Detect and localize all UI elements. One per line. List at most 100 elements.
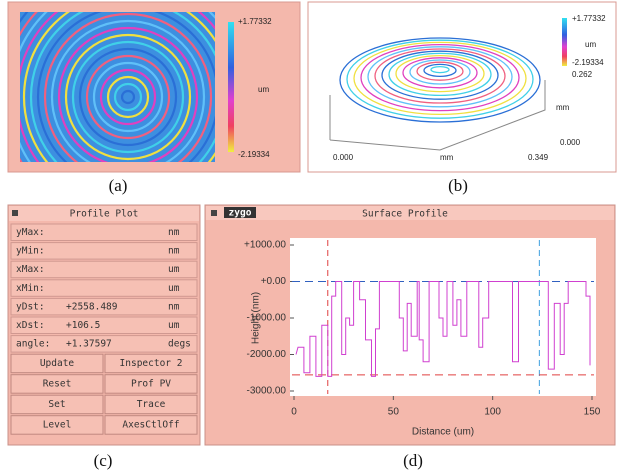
button-label[interactable]: Reset (43, 379, 72, 390)
panel-header (9, 206, 199, 221)
x-tick-label: 100 (484, 407, 501, 418)
row-label: yDst: (16, 301, 45, 312)
row-unit: nm (168, 246, 180, 257)
x-axis-max: 0.349 (528, 153, 549, 162)
y-tick-label: -1000.00 (247, 313, 287, 324)
colorbar-unit: um (258, 85, 269, 94)
caption: (b) (448, 176, 468, 195)
row-label: xMax: (16, 264, 45, 275)
row-unit: nm (168, 227, 180, 238)
row-unit: um (168, 283, 180, 294)
row-value: +1.37597 (66, 339, 112, 350)
contour (416, 61, 464, 81)
panel-title: Profile Plot (70, 209, 139, 220)
y-axis-max: 0.262 (572, 70, 593, 79)
y-axis-label: Height (nm) (251, 292, 262, 344)
ring (36, 12, 215, 162)
contour (353, 41, 527, 116)
panel-title: Surface Profile (362, 209, 448, 220)
caption: (c) (94, 451, 113, 470)
row (10, 316, 198, 334)
contour (402, 57, 478, 89)
y-axis-min: 0.000 (560, 138, 581, 147)
row-unit: um (168, 320, 180, 331)
x-tick-label: 0 (291, 407, 297, 418)
panel-header (206, 206, 614, 220)
button-label[interactable]: Inspector 2 (120, 358, 183, 369)
contour (360, 43, 520, 112)
contour (388, 52, 492, 97)
ring (71, 40, 185, 154)
rings (20, 12, 215, 162)
ring (99, 68, 157, 126)
row-unit: um (168, 264, 180, 275)
colorbar-unit: um (585, 40, 596, 49)
colorbar (562, 18, 567, 66)
y-tick-label: +1000.00 (244, 240, 286, 251)
contour (423, 63, 457, 78)
ring (50, 19, 206, 162)
colorbar-max: +1.77332 (238, 17, 272, 26)
caption: (d) (403, 451, 423, 470)
button[interactable] (10, 415, 104, 435)
button-label[interactable]: Set (48, 399, 65, 410)
x-tick-label: 150 (584, 407, 601, 418)
row (10, 223, 198, 241)
x-axis-min: 0.000 (333, 153, 354, 162)
button[interactable] (104, 415, 198, 435)
row (10, 260, 198, 279)
button[interactable] (10, 353, 104, 374)
window-button[interactable] (211, 210, 217, 216)
surface-3d (329, 37, 546, 151)
ring (120, 89, 136, 105)
colorbar-min: -2.19334 (238, 150, 270, 159)
button-label[interactable]: Prof PV (131, 379, 171, 390)
contour (409, 59, 471, 85)
contour (367, 46, 513, 108)
row (10, 335, 198, 353)
button[interactable] (10, 374, 104, 394)
button-label[interactable]: Level (43, 420, 72, 431)
button-label[interactable]: Trace (137, 399, 166, 410)
y-tick-label: +0.00 (261, 276, 287, 287)
button[interactable] (104, 374, 198, 394)
row-label: yMax: (16, 227, 45, 238)
contour (395, 54, 485, 93)
row-label: yMin: (16, 246, 45, 257)
x-tick-label: 50 (388, 407, 400, 418)
plot-area (290, 238, 596, 396)
ring (78, 47, 178, 147)
x-axis-unit: mm (440, 153, 454, 162)
colorbar (228, 22, 234, 152)
row (10, 297, 198, 316)
button[interactable] (104, 394, 198, 415)
colorbar-min: -2.19334 (572, 58, 604, 67)
ring (64, 33, 192, 161)
contour (374, 48, 506, 104)
y-tick-label: -2000.00 (247, 349, 287, 360)
button[interactable] (104, 353, 198, 374)
row-label: angle: (16, 339, 50, 350)
row-label: xDst: (16, 320, 45, 331)
x-axis-label: Distance (um) (412, 427, 474, 438)
contour (430, 65, 450, 74)
ring (113, 82, 143, 112)
button-label[interactable]: Update (40, 358, 75, 369)
button[interactable] (10, 394, 104, 415)
row (10, 279, 198, 297)
window-button[interactable] (12, 210, 18, 216)
row (10, 242, 198, 260)
row-unit: nm (168, 301, 180, 312)
row-unit: degs (168, 339, 191, 350)
y-axis-unit: mm (556, 103, 570, 112)
logo: zygo (229, 208, 252, 219)
button-label[interactable]: AxesCtlOff (122, 420, 179, 431)
row-value: +2558.489 (66, 301, 118, 312)
ring (92, 61, 164, 133)
contour (339, 37, 541, 123)
ring (22, 12, 215, 162)
logo-box (224, 207, 256, 218)
contour (381, 50, 499, 100)
ring (57, 26, 199, 162)
